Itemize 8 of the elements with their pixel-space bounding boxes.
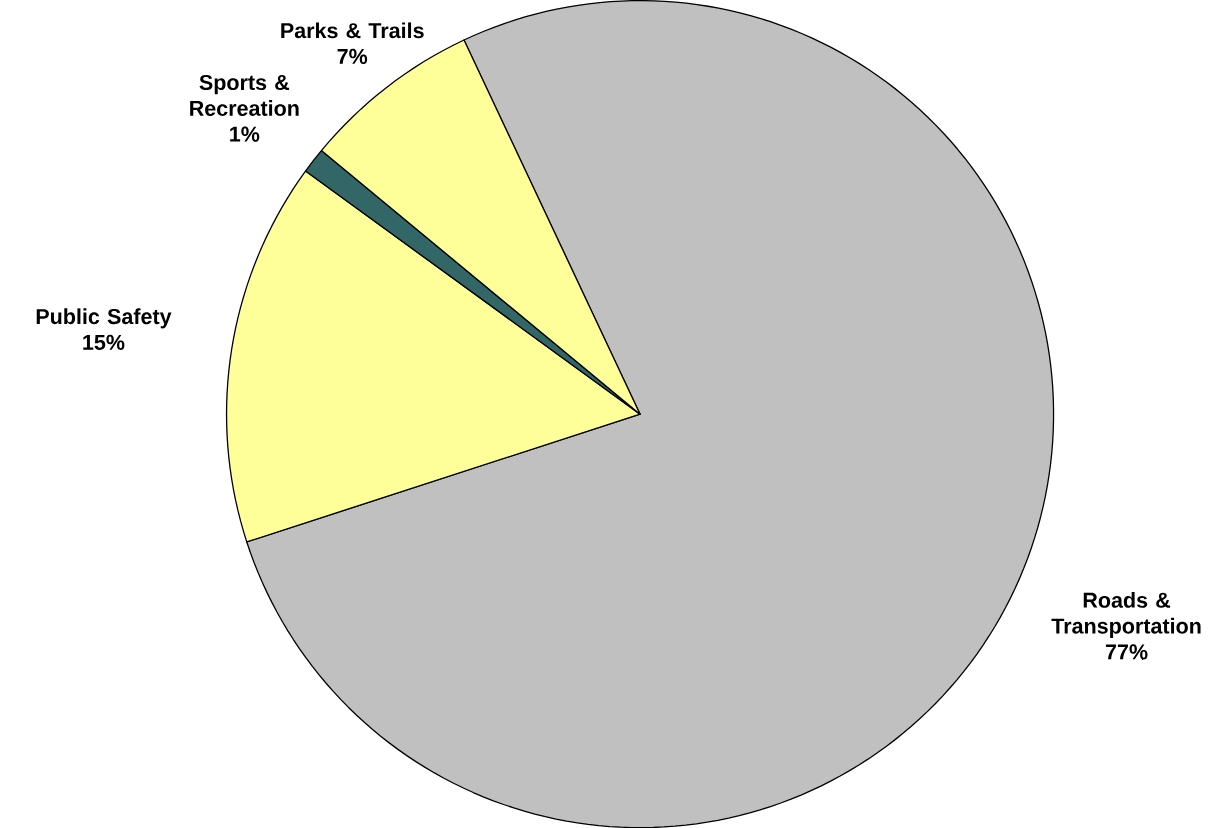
data-label: 7% [337, 48, 368, 64]
slice-label: Public Safety [36, 308, 172, 329]
data-label: 77% [1105, 644, 1148, 660]
slice-label: Parks & Trails [281, 22, 424, 39]
data-label: 1% [230, 126, 260, 142]
slice-label: Roads & Transportation [1051, 591, 1201, 638]
slice-label: Sports & Recreation [190, 74, 299, 116]
data-label: 15% [83, 334, 125, 350]
